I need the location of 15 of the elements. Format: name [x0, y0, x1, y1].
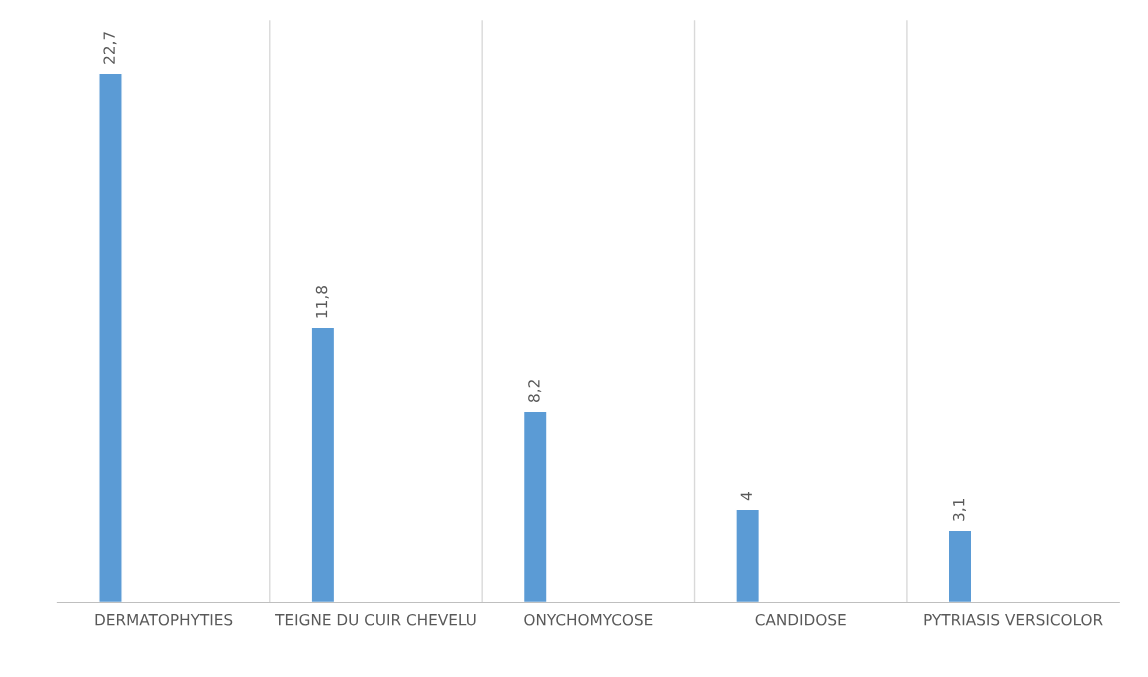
bar — [522, 410, 548, 603]
x-tick-label: ONYCHOMYCOSE — [524, 613, 653, 626]
data-label: 4 — [740, 492, 752, 501]
bar — [98, 72, 123, 603]
bar — [310, 326, 336, 603]
data-label: 3,1 — [952, 499, 967, 521]
x-tick-label: PYTRIASIS VERSICOLOR — [924, 613, 1103, 626]
x-tick-label: DERMATOPHYTIES — [95, 613, 233, 626]
bar — [735, 508, 761, 603]
data-label: 11,8 — [315, 286, 329, 318]
x-tick-label: TEIGNE DU CUIR CHEVELU — [275, 613, 476, 626]
bar — [947, 529, 973, 603]
data-label: 8,2 — [528, 380, 542, 402]
x-tick-label: CANDIDOSE — [755, 613, 846, 626]
data-label: 22,7 — [103, 32, 117, 64]
